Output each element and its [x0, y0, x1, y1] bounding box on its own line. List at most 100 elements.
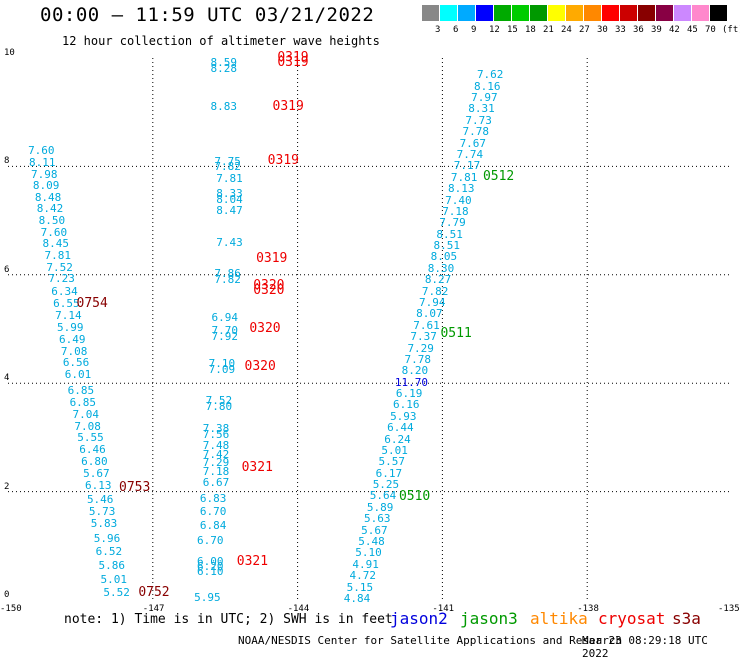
wave-height-label: 4.91 — [352, 557, 379, 571]
legend-swatch — [620, 5, 637, 21]
wave-height-label: 7.42 — [202, 447, 230, 461]
legend-label: 21 — [543, 25, 554, 35]
legend-label: 15 — [507, 25, 518, 35]
legend-label: 6 — [453, 25, 459, 35]
wave-height-label: 7.52 — [46, 260, 73, 274]
x-tick-label: -138 — [577, 604, 599, 614]
credit-line: NOAA/NESDIS Center for Satellite Applica… — [238, 634, 623, 647]
y-tick-label: 0 — [4, 590, 10, 600]
wave-height-label: 7.38 — [202, 421, 230, 435]
wave-height-label: 5.55 — [77, 431, 104, 445]
legend-swatch — [422, 5, 439, 21]
wave-height-label: 7.92 — [211, 330, 238, 344]
wave-height-label: 7.48 — [202, 439, 230, 453]
wave-height-label: 5.57 — [378, 455, 405, 469]
wave-height-label: 5.86 — [98, 559, 126, 573]
legend-label: 30 — [597, 25, 608, 35]
wave-height-label: 5.73 — [88, 504, 116, 518]
wave-height-label: 7.70 — [211, 324, 238, 338]
wave-height-label: 7.78 — [404, 352, 432, 366]
orbit-number: 0510 — [398, 489, 431, 505]
orbit-number: 0320 — [249, 321, 281, 336]
wave-height-label: 5.01 — [100, 572, 127, 586]
wave-height-label: 8.33 — [216, 187, 243, 201]
wave-height-label: 8.13 — [447, 182, 475, 196]
orbit-number: 0319 — [256, 250, 288, 266]
legend-label: 27 — [579, 25, 590, 35]
x-tick-label: -135 — [718, 604, 740, 614]
wave-height-label: 5.46 — [86, 492, 114, 506]
wave-height-label: 6.20 — [196, 560, 224, 574]
wave-height-label: 6.84 — [199, 519, 227, 533]
legend-swatch — [566, 5, 583, 21]
wave-height-label: 5.15 — [346, 580, 374, 594]
wave-height-label: 7.18 — [202, 465, 230, 479]
wave-height-label: 7.04 — [72, 407, 99, 421]
legend-label: 42 — [669, 25, 680, 35]
wave-height-label: 6.52 — [95, 545, 123, 559]
orbit-number: 0319 — [277, 55, 309, 71]
orbit-number: 0319 — [267, 152, 299, 168]
orbit-number: 0320 — [253, 277, 285, 293]
wave-height-label: 5.99 — [57, 320, 84, 334]
wave-height-label: 6.16 — [392, 398, 420, 412]
wave-height-label: 8.11 — [29, 156, 56, 170]
wave-height-label: 5.01 — [381, 443, 408, 457]
x-tick-label: -144 — [287, 604, 310, 614]
wave-height-label: 8.83 — [210, 99, 238, 113]
wave-height-label: 7.97 — [471, 91, 498, 105]
legend-swatch — [602, 5, 619, 21]
wave-height-label: 7.37 — [410, 330, 437, 344]
legend-label: 18 — [525, 25, 536, 35]
legend-label: 33 — [615, 25, 626, 35]
legend-swatch — [638, 5, 655, 21]
legend-swatch — [530, 5, 547, 21]
wave-height-label: 6.01 — [64, 368, 92, 382]
wave-height-label: 6.85 — [67, 383, 95, 397]
wave-height-label: 8.45 — [42, 237, 70, 251]
orbit-number: 0752 — [138, 585, 170, 601]
wave-height-label: 8.16 — [474, 79, 501, 93]
wave-height-label: 6.67 — [202, 475, 230, 489]
wave-height-label: 4.84 — [343, 591, 371, 605]
legend-swatch — [710, 5, 727, 21]
wave-height-label: 5.83 — [90, 517, 118, 531]
legend-label: 12 — [489, 25, 500, 35]
legend-label: 45 — [687, 25, 698, 35]
legend-swatch — [674, 5, 691, 21]
wave-height-label: 7.29 — [202, 456, 230, 470]
wave-height-label: 8.48 — [34, 190, 62, 204]
wave-height-label: 11.70 — [394, 375, 429, 389]
wave-height-label: 8.07 — [416, 307, 443, 321]
orbit-number: 0512 — [482, 169, 515, 185]
orbit-number: 0319 — [277, 50, 309, 65]
wave-height-label: 8.51 — [436, 227, 463, 241]
wave-height-label: 6.56 — [62, 356, 90, 370]
wave-height-label: 6.83 — [199, 491, 227, 505]
wave-height-label: 7.73 — [465, 113, 492, 127]
satellite-name: altika — [530, 609, 588, 628]
wave-height-label: 7.10 — [208, 357, 236, 371]
wave-height-label: 7.75 — [214, 155, 241, 169]
wave-height-label: 7.86 — [214, 267, 241, 281]
wave-height-label: 7.82 — [214, 273, 241, 287]
wave-height-label: 5.96 — [93, 532, 121, 546]
y-tick-label: 2 — [4, 481, 10, 492]
wave-height-label: 5.10 — [355, 546, 382, 560]
wave-height-label: 7.60 — [28, 144, 55, 158]
legend-swatch — [584, 5, 601, 21]
wave-height-label: 8.27 — [424, 273, 452, 287]
wave-height-label: 5.67 — [83, 466, 110, 480]
wave-height-label: 8.28 — [210, 61, 238, 75]
wave-height-label: 8.50 — [38, 214, 66, 228]
legend-swatch — [476, 5, 493, 21]
wave-height-label: 6.13 — [85, 479, 112, 493]
wave-height-label: 6.85 — [69, 395, 97, 409]
orbit-number: 0321 — [241, 459, 273, 475]
wave-height-label: 7.81 — [216, 171, 243, 185]
satellite-name: cryosat — [598, 609, 666, 628]
wave-height-label: 6.19 — [395, 387, 423, 401]
wave-height-label: 7.67 — [459, 136, 487, 150]
legend-swatch — [458, 5, 475, 21]
